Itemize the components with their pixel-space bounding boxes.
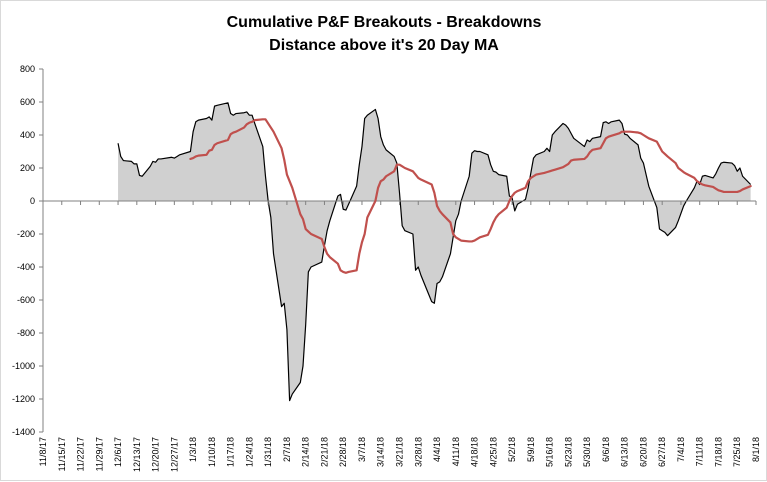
- x-tick-label: 12/6/17: [113, 437, 123, 467]
- x-tick-label: 3/7/18: [357, 437, 367, 462]
- series-area-line: [117, 102, 752, 402]
- x-tick-label: 1/31/18: [263, 437, 273, 467]
- x-tick-label: 6/13/18: [620, 437, 630, 467]
- x-tick-label: 7/4/18: [676, 437, 686, 462]
- y-tick-label: 400: [20, 130, 35, 140]
- x-tick-label: 11/8/17: [38, 437, 48, 466]
- x-tick-label: 5/2/18: [507, 437, 517, 462]
- x-tick-label: 12/20/17: [151, 437, 161, 472]
- x-tick-label: 6/20/18: [638, 437, 648, 467]
- x-tick-label: 7/18/18: [713, 437, 723, 467]
- x-tick-label: 3/21/18: [395, 437, 405, 467]
- x-tick-label: 4/11/18: [451, 437, 461, 466]
- x-tick-label: 1/3/18: [188, 437, 198, 462]
- y-tick-label: 600: [20, 97, 35, 107]
- x-tick-label: 11/15/17: [57, 437, 67, 471]
- x-tick-label: 2/14/18: [301, 437, 311, 467]
- x-tick-label: 11/22/17: [76, 437, 86, 471]
- x-tick-label: 4/25/18: [488, 437, 498, 467]
- x-tick-label: 1/17/18: [226, 437, 236, 467]
- x-tick-label: 5/30/18: [582, 437, 592, 467]
- y-tick-label: 0: [30, 196, 35, 206]
- x-tick-label: 11/29/17: [94, 437, 104, 471]
- x-tick-label: 4/4/18: [432, 437, 442, 462]
- x-tick-label: 5/16/18: [545, 437, 555, 467]
- plot-area: -1400 -1200 -1000 -800 -600 -400 -200 0 200 400 60…: [12, 64, 761, 472]
- x-tick-label: 7/25/18: [732, 437, 742, 467]
- series-area-fill: [118, 102, 751, 401]
- y-tick-label: -600: [17, 295, 35, 305]
- x-tick-label: 5/23/18: [563, 437, 573, 467]
- y-tick-label: -1200: [12, 394, 35, 404]
- x-tick-label: 1/24/18: [244, 437, 254, 467]
- y-tick-label: 800: [20, 64, 35, 74]
- y-tick-label: -1000: [12, 361, 35, 371]
- x-tick-label: 5/9/18: [526, 437, 536, 462]
- y-tick-label: -800: [17, 328, 35, 338]
- chart-title: Cumulative P&F Breakouts - Breakdowns: [227, 14, 542, 31]
- series-ma-line: [189, 118, 752, 274]
- x-tick-label: 2/28/18: [338, 437, 348, 467]
- x-tick-label: 8/1/18: [751, 437, 761, 462]
- y-tick-label: -1400: [12, 427, 35, 437]
- x-tick-label: 12/27/17: [169, 437, 179, 472]
- y-tick-label: -400: [17, 262, 35, 272]
- y-tick-label: -200: [17, 229, 35, 239]
- x-tick-label: 6/6/18: [601, 437, 611, 462]
- x-tick-label: 6/27/18: [657, 437, 667, 467]
- x-tick-label: 1/10/18: [207, 437, 217, 467]
- x-tick-label: 12/13/17: [132, 437, 142, 472]
- chart-subtitle: Distance above it's 20 Day MA: [269, 37, 499, 54]
- y-tick-label: 200: [20, 163, 35, 173]
- x-tick-label: 7/11/18: [695, 437, 705, 466]
- x-tick-label: 4/18/18: [470, 437, 480, 467]
- x-tick-label: 3/14/18: [376, 437, 386, 467]
- x-tick-label: 3/28/18: [413, 437, 423, 467]
- x-tick-label: 2/7/18: [282, 437, 292, 462]
- x-tick-label: 2/21/18: [319, 437, 329, 467]
